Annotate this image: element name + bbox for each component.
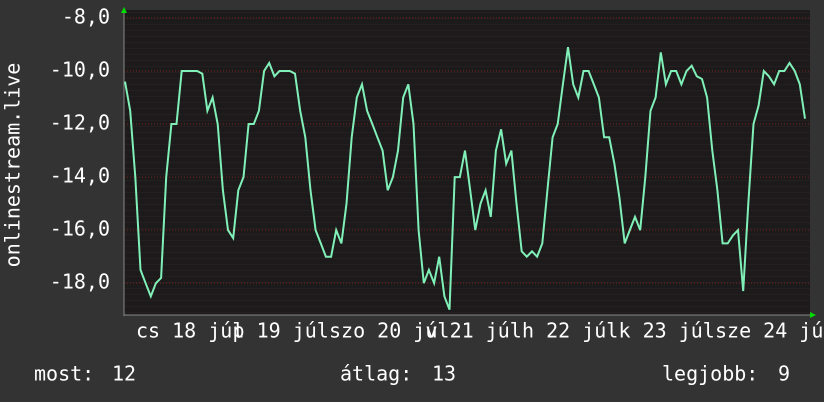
y-tick-label: -16,0	[50, 217, 110, 241]
footer-label: most:	[34, 362, 94, 386]
footer-value: 13	[432, 362, 456, 386]
x-tick-label: v 21 júl	[426, 319, 522, 343]
x-tick-label: szo 20 júl	[329, 319, 449, 343]
y-tick-label: -18,0	[50, 270, 110, 294]
y-tick-label: -8,0	[62, 4, 110, 28]
x-tick-label: h 22 júl	[522, 319, 618, 343]
x-tick-label: cs 18 júl	[136, 319, 244, 343]
footer-value: 12	[112, 362, 136, 386]
y-tick-label: -14,0	[50, 164, 110, 188]
axis-arrow	[810, 312, 816, 318]
x-tick-label: p 19 júl	[233, 319, 329, 343]
axis-arrow	[121, 7, 127, 13]
y-axis-label: onlinestream.live	[1, 63, 25, 268]
data-line	[124, 46, 806, 311]
x-tick-label: k 23 júl	[619, 319, 715, 343]
footer-label: legjobb:	[662, 362, 758, 386]
x-tick-label: sze 24 júl	[715, 319, 824, 343]
footer-value: 9	[778, 362, 790, 386]
y-tick-label: -12,0	[50, 111, 110, 135]
y-tick-label: -10,0	[50, 58, 110, 82]
footer-label: átlag:	[340, 362, 412, 386]
